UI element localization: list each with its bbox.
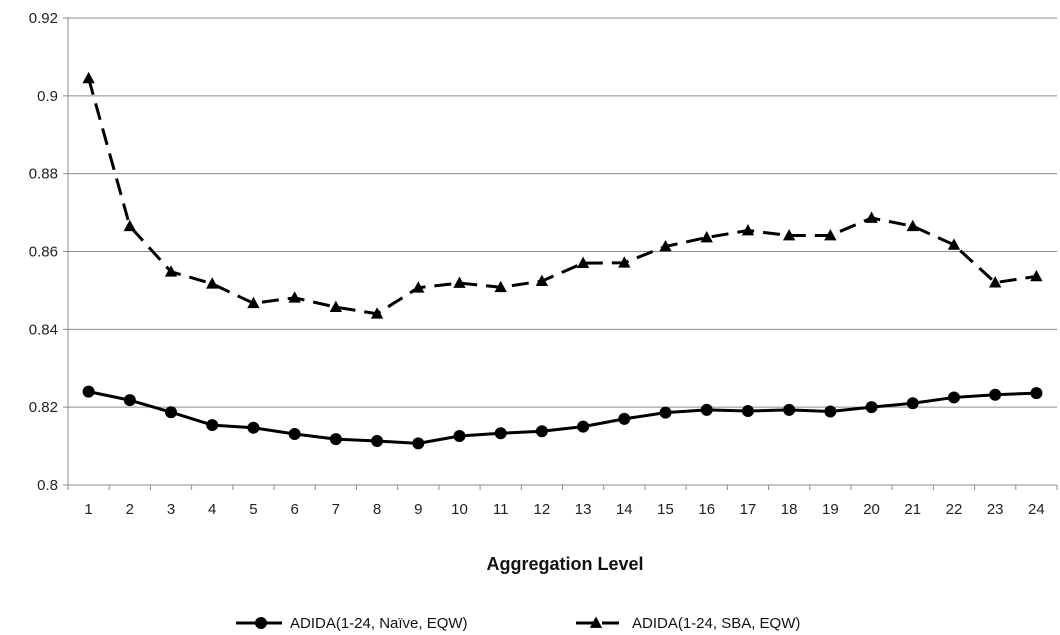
y-tick-label: 0.84: [29, 321, 58, 338]
x-tick-label: 7: [332, 501, 340, 518]
data-point: [329, 300, 343, 313]
y-tick-label: 0.9: [37, 88, 58, 105]
x-tick-label: 12: [534, 501, 551, 518]
x-tick-label: 2: [126, 501, 134, 518]
data-point: [577, 420, 590, 433]
data-point: [741, 223, 755, 236]
data-point: [576, 256, 590, 269]
series-line: [88, 390, 1037, 445]
data-point: [989, 388, 1002, 401]
y-tick-label: 0.86: [29, 244, 58, 261]
series: [82, 71, 1043, 450]
x-tick-label: 23: [987, 501, 1004, 518]
x-tick-label: 17: [740, 501, 757, 518]
x-tick-label: 15: [657, 501, 674, 518]
data-point: [164, 265, 178, 277]
x-tick-label: 6: [290, 501, 298, 518]
data-point: [906, 397, 919, 410]
legend-item-1: ADIDA(1-24, Naïve, EQW): [236, 615, 468, 632]
data-point: [453, 429, 466, 442]
data-point: [371, 435, 384, 448]
x-tick-labels: 1 2 3 4 5 6 7 8 9 10 11 12 13 14 15 16 17 18 19 20 21 22 23 24: [84, 501, 1044, 518]
data-point: [865, 211, 878, 223]
data-point: [618, 412, 631, 425]
x-tick-label: 8: [373, 501, 381, 518]
y-tick-labels: 0.8 0.82 0.84 0.86 0.88 0.9 0.92: [29, 10, 58, 494]
axes: [63, 17, 1058, 490]
data-point: [247, 421, 260, 434]
data-point: [412, 437, 425, 450]
data-point: [659, 406, 672, 419]
data-point: [618, 256, 631, 268]
x-tick-label: 9: [414, 501, 422, 518]
data-point: [412, 281, 425, 293]
data-point: [494, 280, 507, 293]
data-point: [906, 219, 919, 232]
data-point: [700, 230, 713, 243]
data-point: [535, 274, 549, 286]
data-point: [123, 394, 136, 407]
legend-marker: [589, 616, 603, 628]
x-tick-label: 22: [946, 501, 963, 518]
x-tick-label: 16: [698, 501, 715, 518]
data-point: [123, 219, 136, 232]
x-tick-label: 13: [575, 501, 592, 518]
data-point: [453, 276, 466, 288]
x-tick-label: 10: [451, 501, 468, 518]
data-point: [947, 238, 961, 250]
x-tick-label: 19: [822, 501, 839, 518]
data-point: [989, 276, 1002, 288]
data-point: [783, 403, 796, 416]
x-tick-label: 11: [493, 501, 509, 518]
data-point: [329, 433, 342, 446]
data-point: [370, 307, 384, 319]
data-point: [947, 391, 960, 404]
data-point: [206, 277, 219, 289]
legend-label: ADIDA(1-24, SBA, EQW): [632, 615, 800, 632]
x-tick-label: 1: [84, 501, 92, 518]
data-point: [824, 229, 837, 241]
legend-marker: [255, 617, 267, 629]
gridlines: [68, 17, 1057, 486]
legend-item-2: ADIDA(1-24, SBA, EQW): [576, 615, 800, 632]
data-point: [494, 427, 507, 440]
data-point: [1030, 387, 1043, 400]
legend: ADIDA(1-24, Naïve, EQW) ADIDA(1-24, SBA, …: [236, 615, 800, 632]
data-point: [288, 428, 301, 441]
x-tick-label: 3: [167, 501, 175, 518]
x-tick-label: 5: [249, 501, 257, 518]
x-tick-label: 24: [1028, 501, 1045, 518]
data-point: [535, 425, 548, 438]
data-point: [865, 401, 878, 414]
data-point: [82, 71, 95, 84]
data-point: [165, 406, 178, 419]
y-tick-label: 0.82: [29, 399, 58, 416]
x-tick-label: 20: [863, 501, 880, 518]
x-tick-label: 14: [616, 501, 633, 518]
series-1: [82, 385, 1043, 450]
x-tick-label: 21: [904, 501, 921, 518]
y-tick-label: 0.92: [29, 10, 58, 27]
data-point: [659, 239, 672, 252]
x-tick-label: 18: [781, 501, 798, 518]
data-point: [247, 296, 260, 309]
data-point: [288, 291, 301, 303]
series-2: [82, 71, 1043, 319]
x-axis-label: Aggregation Level: [486, 554, 643, 574]
legend-label: ADIDA(1-24, Naïve, EQW): [290, 615, 468, 632]
data-point: [206, 419, 219, 432]
y-tick-label: 0.8: [37, 477, 58, 494]
data-point: [741, 405, 754, 418]
data-point: [82, 385, 95, 398]
y-tick-label: 0.88: [29, 166, 58, 183]
data-point: [1030, 269, 1043, 282]
data-point: [824, 405, 837, 418]
series-line: [87, 77, 1037, 316]
data-point: [782, 229, 796, 241]
x-tick-label: 4: [208, 501, 216, 518]
data-point: [700, 403, 713, 416]
